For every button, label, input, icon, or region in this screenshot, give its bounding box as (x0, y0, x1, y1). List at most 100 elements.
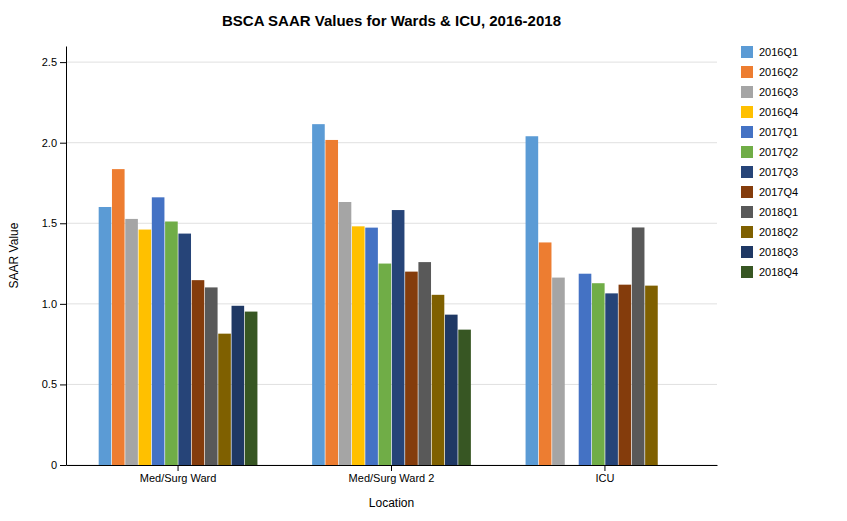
y-axis: 0 0.5 1.0 1.5 2.0 2.5 (42, 47, 67, 472)
x-tick-label: Med/Surg Ward 2 (349, 472, 435, 484)
grid-line (66, 62, 717, 63)
legend-item: 2018Q2 (741, 226, 798, 238)
y-tick-mark (60, 143, 66, 144)
y-tick: 1.5 (42, 217, 66, 229)
legend-item: 2016Q4 (741, 106, 798, 118)
legend-label: 2016Q2 (759, 66, 798, 78)
chart: 00.51.01.52.02.5Med/Surg WardMed/Surg Wa… (0, 0, 847, 521)
legend-item: 2017Q3 (741, 166, 798, 178)
legend-label: 2018Q4 (759, 266, 798, 278)
x-tick: Med/Surg Ward 2 (349, 465, 435, 484)
bar (245, 312, 258, 465)
y-tick: 2.5 (42, 56, 66, 68)
x-tick-mark (391, 465, 392, 471)
legend-item: 2016Q3 (741, 86, 798, 98)
grid-line (66, 142, 717, 143)
bar (445, 315, 458, 465)
legend-label: 2017Q2 (759, 146, 798, 158)
bar (379, 264, 392, 465)
y-tick-label: 2.0 (42, 137, 57, 149)
legend-swatch (741, 246, 753, 258)
bar (458, 330, 471, 465)
y-tick-label: 1.0 (42, 298, 57, 310)
bar (99, 207, 112, 465)
y-axis-line (66, 47, 67, 466)
legend-label: 2018Q2 (759, 226, 798, 238)
title: BSCA SAAR Values for Wards & ICU, 2016-2… (222, 12, 561, 29)
legend-item: 2018Q4 (741, 266, 798, 278)
bar (539, 242, 552, 465)
bar (125, 219, 138, 465)
legend-swatch (741, 146, 753, 158)
bar (405, 272, 418, 465)
legend-swatch (741, 46, 753, 58)
legend-swatch (741, 166, 753, 178)
legend-label: 2016Q3 (759, 86, 798, 98)
y-tick-mark (60, 304, 66, 305)
legend-swatch (741, 266, 753, 278)
bar (632, 227, 645, 465)
legend-label: 2017Q3 (759, 166, 798, 178)
bar (178, 234, 191, 465)
bar (232, 306, 245, 465)
legend-swatch (741, 106, 753, 118)
bar (579, 274, 592, 465)
legend-item: 2016Q2 (741, 66, 798, 78)
bar (365, 228, 378, 465)
bar (152, 197, 165, 465)
legend: 2016Q1 2016Q2 2016Q3 2016Q4 2017Q1 2017Q2 2017… (741, 46, 798, 278)
bar (339, 202, 352, 465)
legend-item: 2017Q4 (741, 186, 798, 198)
y-tick: 1.0 (42, 298, 66, 310)
y-tick-label: 2.5 (42, 56, 57, 68)
y-tick: 0 (51, 459, 66, 471)
bar (218, 334, 231, 465)
legend-label: 2018Q1 (759, 206, 798, 218)
y-tick-mark (60, 465, 66, 466)
legend-swatch (741, 66, 753, 78)
bar (552, 278, 565, 465)
bar (605, 293, 618, 465)
legend-item: 2017Q2 (741, 146, 798, 158)
bar (165, 221, 178, 465)
bars (99, 124, 658, 465)
y-tick-mark (60, 384, 66, 385)
legend-swatch (741, 86, 753, 98)
bar (112, 169, 125, 465)
plot: 00.51.01.52.02.5Med/Surg WardMed/Surg Wa… (42, 47, 718, 484)
x-axis-title: Location (369, 496, 414, 510)
bar (192, 280, 205, 465)
y-tick: 2.0 (42, 137, 66, 149)
bar (312, 124, 325, 465)
legend-label: 2016Q4 (759, 106, 798, 118)
x-tick: Med/Surg Ward (140, 465, 217, 484)
y-tick-label: 0.5 (42, 378, 57, 390)
legend-item: 2018Q1 (741, 206, 798, 218)
x-tick-label: ICU (595, 472, 614, 484)
bar (139, 230, 152, 465)
bar (392, 210, 405, 465)
y-tick-mark (60, 62, 66, 63)
bar (325, 140, 338, 465)
bar (592, 283, 605, 465)
bar (645, 286, 658, 465)
legend-item: 2018Q3 (741, 246, 798, 258)
legend-label: 2018Q3 (759, 246, 798, 258)
legend-swatch (741, 186, 753, 198)
x-tick-mark (604, 465, 605, 471)
x-axis: Med/Surg Ward Med/Surg Ward 2 ICU (67, 465, 718, 484)
legend-swatch (741, 206, 753, 218)
y-axis-title: SAAR Value (7, 222, 21, 288)
grid (66, 62, 717, 465)
legend-item: 2017Q1 (741, 126, 798, 138)
y-tick: 0.5 (42, 378, 66, 390)
y-tick-label: 0 (51, 459, 57, 471)
legend-label: 2017Q1 (759, 126, 798, 138)
legend-swatch (741, 226, 753, 238)
bar (205, 287, 218, 465)
legend-swatch (741, 126, 753, 138)
legend-label: 2017Q4 (759, 186, 798, 198)
y-tick-mark (60, 223, 66, 224)
legend-item: 2016Q1 (741, 46, 798, 58)
bar (418, 262, 431, 465)
